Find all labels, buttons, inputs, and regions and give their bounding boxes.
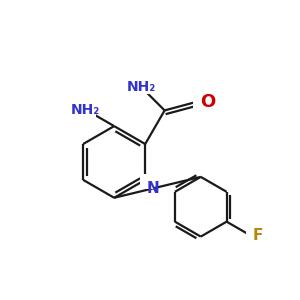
FancyBboxPatch shape — [140, 174, 154, 188]
Text: F: F — [252, 228, 263, 243]
Text: NH₂: NH₂ — [127, 80, 156, 94]
Text: NH₂: NH₂ — [71, 103, 100, 117]
Text: O: O — [200, 93, 215, 111]
Text: N: N — [147, 182, 160, 196]
FancyBboxPatch shape — [75, 103, 96, 117]
FancyBboxPatch shape — [193, 95, 207, 109]
FancyBboxPatch shape — [246, 228, 259, 242]
FancyBboxPatch shape — [131, 80, 152, 94]
